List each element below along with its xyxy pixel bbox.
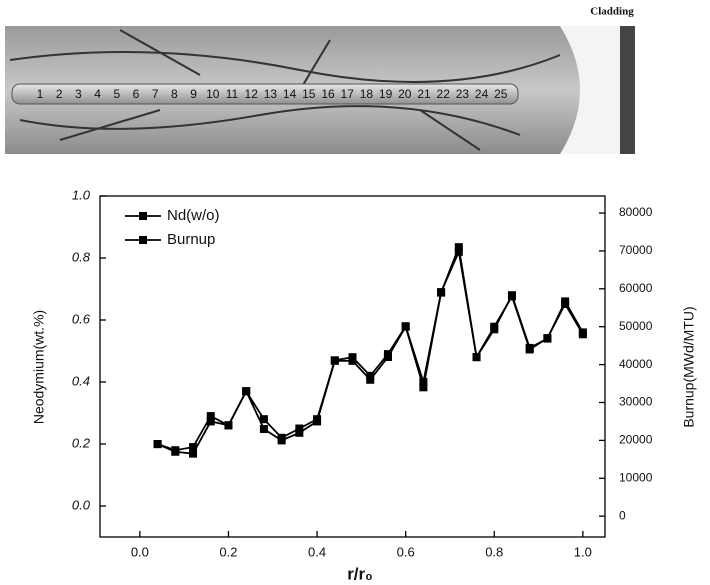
y2-tick-label: 50000	[619, 319, 653, 333]
y2-tick-label: 10000	[619, 470, 653, 484]
data-point	[331, 357, 339, 365]
x-tick-label: 0.4	[308, 544, 326, 559]
data-point	[508, 292, 516, 300]
position-label: 5	[113, 87, 120, 101]
position-label: 11	[226, 87, 239, 101]
data-point	[543, 334, 551, 342]
y2-tick-label: 20000	[619, 433, 653, 447]
position-label: 24	[475, 87, 489, 101]
position-label: 13	[264, 87, 278, 101]
data-point	[402, 323, 410, 331]
y2-tick-label: 30000	[619, 395, 653, 409]
position-label: 6	[133, 87, 140, 101]
data-point	[154, 440, 162, 448]
y2-tick-label: 40000	[619, 357, 653, 371]
position-label: 25	[494, 87, 508, 101]
legend-label: Burnup	[167, 231, 215, 248]
y-tick-label: 0.8	[72, 249, 91, 264]
data-point	[171, 448, 179, 456]
y-tick-label: 0.6	[72, 311, 91, 326]
data-point	[260, 425, 268, 433]
cladding-label: Cladding	[590, 6, 634, 18]
data-point	[349, 357, 357, 365]
data-point	[189, 450, 197, 458]
position-label: 10	[206, 87, 220, 101]
y2-tick-label: 70000	[619, 243, 653, 257]
x-tick-label: 0.2	[219, 544, 237, 559]
position-label: 1	[37, 87, 44, 101]
y-tick-label: 1.0	[72, 187, 91, 202]
page: Cladding 1234567891011121314151617181920…	[0, 0, 710, 585]
data-point	[490, 323, 498, 331]
x-tick-label: 0.6	[397, 544, 415, 559]
position-label: 16	[321, 87, 335, 101]
position-label: 20	[398, 87, 412, 101]
y2-axis-label: Burnup(MWd/MTU)	[681, 306, 697, 427]
position-label: 8	[171, 87, 178, 101]
position-label: 15	[302, 87, 316, 101]
data-point	[242, 387, 250, 395]
position-label: 12	[245, 87, 259, 101]
legend-label: Nd(w/o)	[167, 207, 220, 224]
legend-marker	[139, 212, 147, 220]
legend-marker	[139, 236, 147, 244]
y-axis-label: Neodymium(wt.%)	[31, 310, 47, 424]
position-label: 19	[379, 87, 393, 101]
y2-tick-label: 60000	[619, 281, 653, 295]
data-point	[278, 436, 286, 444]
x-tick-label: 0.8	[485, 544, 503, 559]
data-point	[224, 421, 232, 429]
data-point	[419, 383, 427, 391]
y-tick-label: 0.4	[72, 373, 90, 388]
data-point	[207, 417, 215, 425]
chart: r/r₀ Neodymium(wt.%) Burnup(MWd/MTU) 0.0…	[31, 187, 697, 583]
position-label: 21	[417, 87, 431, 101]
data-point	[579, 330, 587, 338]
position-label: 7	[152, 87, 159, 101]
data-point	[561, 300, 569, 308]
position-label: 3	[75, 87, 82, 101]
data-point	[313, 417, 321, 425]
x-tick-label: 1.0	[574, 544, 592, 559]
y-tick-label: 0.0	[72, 497, 91, 512]
data-point	[455, 243, 463, 251]
cladding-edge	[620, 26, 635, 154]
data-point	[384, 353, 392, 361]
data-point	[437, 289, 445, 297]
x-tick-label: 0.0	[131, 544, 149, 559]
y-tick-label: 0.2	[72, 435, 91, 450]
data-point	[295, 429, 303, 437]
x-axis-label: r/r₀	[347, 564, 373, 583]
data-point	[366, 376, 374, 384]
y2-tick-label: 80000	[619, 205, 653, 219]
position-label: 4	[94, 87, 101, 101]
y2-tick-label: 0	[619, 508, 626, 522]
position-label: 23	[456, 87, 470, 101]
series-line	[158, 252, 583, 450]
position-label: 2	[56, 87, 63, 101]
position-label: 17	[341, 87, 355, 101]
data-point	[526, 345, 534, 353]
position-label: 18	[360, 87, 374, 101]
position-label: 9	[190, 87, 197, 101]
position-label: 14	[283, 87, 297, 101]
position-label: 22	[437, 87, 451, 101]
data-point	[473, 353, 481, 361]
